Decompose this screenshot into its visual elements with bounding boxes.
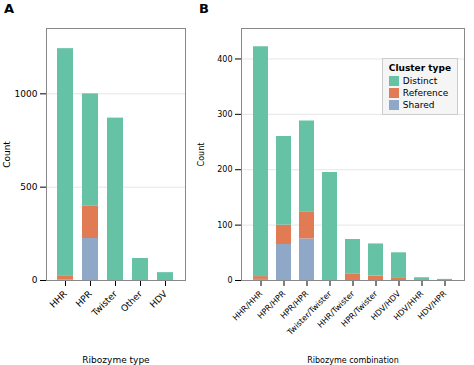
svg-text:Twister/Twister: Twister/Twister — [285, 289, 334, 337]
svg-text:HPR/Twister: HPR/Twister — [340, 289, 380, 329]
svg-text:0: 0 — [32, 275, 38, 285]
html-text:Reference: Reference — [402, 88, 449, 98]
svg-text:HHR/Twister: HHR/Twister — [315, 289, 357, 330]
html-text:Shared: Shared — [402, 100, 435, 110]
svg-text:HPR/HPR: HPR/HPR — [278, 289, 311, 321]
svg-text:HHR/HHR: HHR/HHR — [231, 289, 265, 323]
html-text:A: A — [4, 1, 15, 16]
svg-text:HDV/HHR: HDV/HHR — [392, 289, 426, 323]
svg-text:0: 0 — [227, 276, 232, 285]
svg-text:300: 300 — [217, 110, 232, 119]
svg-text:Ribozyme type: Ribozyme type — [82, 355, 150, 365]
svg-text:100: 100 — [217, 221, 232, 230]
svg-text:200: 200 — [217, 165, 232, 174]
svg-text:Twister: Twister — [89, 288, 119, 318]
svg-text:HPR/HPR: HPR/HPR — [255, 289, 288, 321]
svg-text:HDV: HDV — [148, 288, 170, 310]
svg-text:400: 400 — [217, 55, 232, 64]
html-text:B: B — [199, 1, 209, 16]
svg-text:HDV/HDV: HDV/HDV — [369, 289, 403, 323]
svg-text:1000: 1000 — [15, 89, 38, 99]
svg-text:500: 500 — [20, 182, 37, 192]
svg-text:Ribozyme combination: Ribozyme combination — [307, 356, 399, 365]
html-text:Cluster type: Cluster type — [388, 63, 451, 73]
svg-text:HPR: HPR — [74, 289, 94, 309]
svg-text:Count: Count — [2, 141, 12, 168]
svg-text:Other: Other — [119, 289, 144, 314]
svg-text:HDV/HPR: HDV/HPR — [416, 289, 449, 322]
svg-text:Count: Count — [197, 143, 206, 167]
html-text:Distinct: Distinct — [402, 76, 438, 86]
svg-text:HHR: HHR — [48, 289, 69, 310]
